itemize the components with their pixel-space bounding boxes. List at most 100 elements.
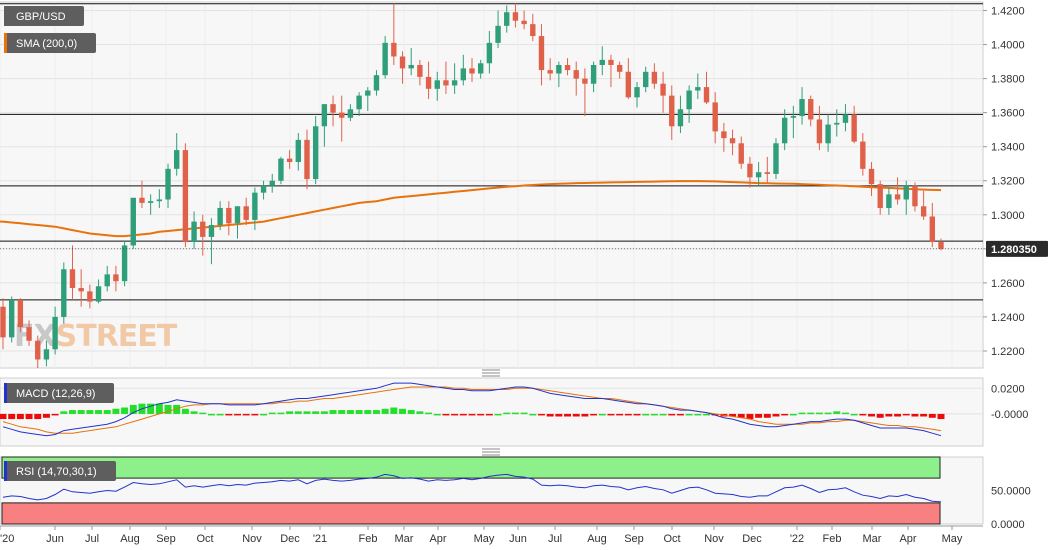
macd-histogram-bar	[190, 411, 198, 414]
candle-bearish	[538, 36, 545, 71]
macd-histogram-bar	[511, 412, 519, 415]
macd-histogram-bar	[372, 410, 380, 414]
macd-histogram-bar	[564, 413, 572, 417]
candle-bullish	[191, 221, 197, 243]
macd-histogram-bar	[407, 410, 415, 414]
rsi-legend-text: RSI (14,70,30,1)	[16, 466, 97, 478]
macd-histogram-bar	[103, 410, 111, 414]
candle-bearish	[521, 20, 527, 25]
macd-histogram-bar	[538, 413, 545, 416]
macd-histogram-bar	[607, 413, 615, 416]
macd-histogram-bar	[616, 413, 624, 416]
candle-bearish	[929, 216, 936, 243]
macd-panel: 0.0200 -0.0000	[0, 377, 1028, 447]
candle-bearish	[330, 104, 336, 113]
candle-bearish	[26, 327, 32, 341]
macd-histogram-bar	[459, 413, 467, 416]
candle-bullish	[434, 80, 440, 89]
macd-histogram-bar	[303, 411, 311, 414]
macd-histogram-bar	[676, 413, 684, 416]
price-tick-label: 1.4200	[991, 6, 1025, 18]
candle-bearish	[868, 168, 875, 185]
macd-histogram-bar	[329, 410, 337, 414]
rsi-tick-label: 50.0000	[991, 486, 1031, 498]
macd-histogram-bar	[703, 413, 710, 416]
candle-bearish	[530, 24, 536, 37]
candle-bullish	[356, 95, 362, 110]
candle-bearish	[729, 138, 736, 144]
time-tick-label: Aug	[120, 533, 140, 545]
candle-bullish	[903, 185, 909, 200]
candle-bullish	[773, 143, 779, 174]
macd-histogram-bar	[425, 412, 433, 415]
candle-bullish	[295, 139, 301, 163]
candle-bearish	[608, 59, 614, 65]
candle-bearish	[816, 119, 823, 144]
candle-bearish	[391, 42, 397, 57]
macd-histogram-bar	[659, 413, 667, 416]
macd-histogram-bar	[181, 408, 189, 414]
candle-bearish	[113, 274, 119, 282]
macd-legend: MACD (12,26,9)	[4, 383, 114, 403]
current-price-box	[986, 240, 1048, 257]
time-tick-label: Feb	[823, 533, 842, 545]
candle-bearish	[469, 68, 475, 74]
candle-bullish	[755, 172, 762, 178]
price-tick-label: 1.3600	[991, 108, 1025, 120]
macd-histogram-bar	[850, 413, 858, 416]
time-tick-label: May	[474, 533, 495, 545]
candle-bearish	[747, 163, 753, 178]
candle-bearish	[339, 112, 345, 118]
macd-histogram-bar	[477, 413, 485, 416]
candle-bullish	[252, 192, 258, 220]
time-tick-label: Apr	[899, 533, 916, 545]
current-price-label: 1.280350	[991, 244, 1037, 256]
macd-histogram-bar	[147, 403, 155, 414]
time-tick-label: May	[942, 533, 963, 545]
candle-bullish	[790, 116, 797, 118]
time-tick-label: Dec	[742, 533, 762, 545]
macd-histogram-bar	[121, 407, 129, 414]
candle-bearish	[564, 64, 571, 71]
time-tick-label: Dec	[280, 533, 300, 545]
macd-histogram-bar	[25, 413, 33, 420]
candle-bearish	[573, 70, 579, 79]
candle-bullish	[495, 25, 501, 43]
macd-histogram-bar	[781, 413, 789, 416]
macd-histogram-bar	[789, 413, 797, 416]
macd-histogram-bar	[546, 413, 554, 417]
candle-bullish	[147, 201, 154, 203]
sma-line	[0, 180, 942, 238]
macd-histogram-bar	[902, 413, 910, 416]
time-tick-label: '22	[790, 533, 804, 545]
rsi-oversold-band	[1, 502, 941, 525]
macd-histogram-bar	[503, 412, 511, 415]
macd-histogram-bar	[8, 413, 16, 420]
macd-histogram-bar	[60, 411, 68, 414]
macd-histogram-bar	[590, 413, 598, 416]
time-tick-label: Oct	[196, 533, 213, 545]
candle-bullish	[347, 109, 354, 118]
price-tick-label: 1.4000	[991, 40, 1025, 52]
macd-histogram-bar	[173, 404, 181, 414]
panel-resize-grip	[482, 369, 500, 377]
macd-histogram-bar	[937, 413, 945, 420]
macd-legend-text: MACD (12,26,9)	[16, 388, 95, 400]
macd-histogram-bar	[859, 413, 867, 416]
macd-histogram-bar	[95, 410, 103, 414]
time-tick-label: Sep	[156, 533, 176, 545]
candle-bullish	[365, 90, 371, 96]
candle-bearish	[399, 56, 406, 69]
macd-histogram-bar	[928, 413, 936, 418]
price-tick-label: 1.2200	[991, 346, 1025, 358]
macd-histogram-bar	[433, 413, 441, 416]
macd-histogram-bar	[155, 403, 163, 414]
sma-200-line	[0, 180, 942, 238]
macd-histogram-bar	[451, 413, 459, 416]
candle-bullish	[234, 206, 241, 224]
macd-histogram-bar	[555, 413, 563, 417]
price-tick-label: 1.3200	[991, 176, 1025, 188]
macd-histogram-bar	[598, 413, 606, 416]
candle-bullish	[61, 269, 67, 317]
candle-bullish	[834, 122, 840, 125]
